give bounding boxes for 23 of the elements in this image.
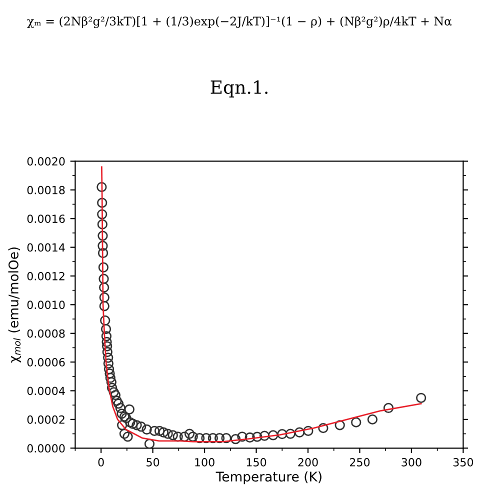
text: χₘ = (2Nβ²g²/3kT)[1 + (1/3)exp(−2J/kT)]⁻¹(1 − ρ) + (Nβ²g²)ρ/4kT + Nα bbox=[27, 16, 452, 28]
x-tick-label: 0 bbox=[98, 458, 104, 466]
y-tick-label: 0.0010 bbox=[27, 300, 65, 310]
x-tick-label: 350 bbox=[453, 458, 474, 466]
y-tick-label: 0.0006 bbox=[27, 358, 65, 366]
x-tick-label: 250 bbox=[350, 458, 370, 466]
y-tick-label: 0.0020 bbox=[27, 157, 65, 166]
y-tick-label: 0.0004 bbox=[27, 386, 65, 396]
y-tick-label: 0.0014 bbox=[27, 243, 65, 252]
y-tick-label: 0.0000 bbox=[27, 444, 65, 453]
y-tick-label: 0.0018 bbox=[27, 186, 65, 194]
y-tick-label: 0.0012 bbox=[27, 272, 64, 280]
y-tick-label: 0.0002 bbox=[27, 415, 64, 424]
y-tick-label: 0.0008 bbox=[27, 329, 65, 338]
x-tick-label: 50 bbox=[146, 458, 160, 466]
x-tick-label: 150 bbox=[246, 458, 266, 466]
x-tick-label: 300 bbox=[402, 458, 422, 466]
x-tick-label: 200 bbox=[298, 458, 318, 466]
y-tick-label: 0.0016 bbox=[27, 214, 65, 223]
text: Eqn.1. bbox=[210, 80, 268, 98]
y-axis-title: χ$_{mol}$ (emu/molOe) bbox=[8, 248, 22, 363]
x-tick-label: 100 bbox=[195, 458, 214, 466]
x-axis-title: Temperature (K) bbox=[216, 471, 322, 484]
